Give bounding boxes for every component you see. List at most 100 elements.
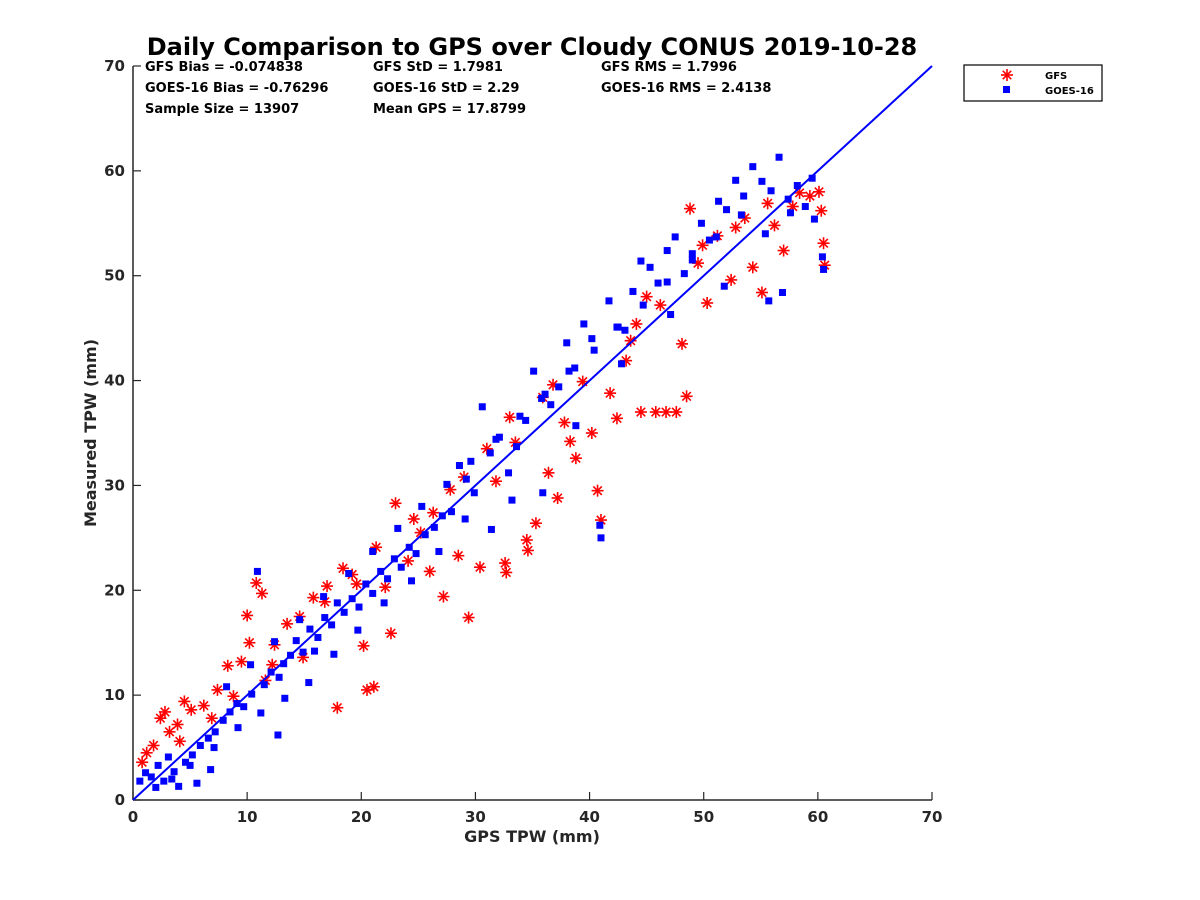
legend-gfs-marker — [1001, 69, 1013, 81]
gfs-point — [654, 299, 667, 312]
goes16-point — [808, 174, 816, 182]
gfs-point — [670, 406, 683, 419]
goes16-point — [732, 176, 740, 184]
gfs-point — [307, 591, 320, 604]
gfs-point — [499, 557, 512, 570]
goes16-point — [538, 394, 546, 402]
gfs-point — [660, 406, 673, 419]
chart-title: Daily Comparison to GPS over Cloudy CONU… — [147, 33, 918, 61]
stat-gfs-bias: GFS Bias = -0.074838 — [145, 60, 303, 75]
goes16-point — [210, 744, 218, 752]
goes16-point — [340, 608, 348, 616]
x-ticks: 0 10 20 30 40 50 60 70 — [128, 792, 942, 826]
goes16-point — [147, 773, 155, 781]
goes16-point — [597, 534, 605, 542]
gfs-point — [407, 512, 420, 525]
gfs-point — [777, 244, 790, 257]
goes16-point — [765, 297, 773, 305]
gfs-point — [680, 390, 693, 403]
gfs-point — [591, 484, 604, 497]
gfs-point — [384, 627, 397, 640]
goes16-point — [281, 694, 289, 702]
goes16-point — [715, 197, 723, 205]
goes16-point — [530, 367, 538, 375]
goes16-point — [563, 339, 571, 347]
goes16-point — [182, 758, 190, 766]
gfs-point — [250, 576, 263, 589]
goes16-point — [397, 563, 405, 571]
y-axis-label: Measured TPW (mm) — [81, 339, 100, 527]
gfs-point — [178, 695, 191, 708]
gfs-point — [171, 718, 184, 731]
stat-gfs-std: GFS StD = 1.7981 — [373, 60, 503, 75]
goes16-point — [305, 679, 313, 687]
goes16-point — [443, 480, 451, 488]
goes16-point — [204, 734, 212, 742]
gfs-point — [389, 497, 402, 510]
goes16-point — [705, 236, 713, 244]
gfs-point — [500, 566, 513, 579]
goes16-point — [801, 203, 809, 211]
gfs-point — [154, 712, 167, 725]
goes16-point — [455, 462, 463, 470]
gfs-point — [585, 427, 598, 439]
goes16-point — [720, 282, 728, 290]
goes16-point — [461, 515, 469, 523]
goes16-point — [253, 567, 261, 575]
goes16-point — [354, 626, 362, 634]
gfs-point — [489, 475, 502, 488]
gfs-point — [676, 337, 689, 350]
y-tick-label: 40 — [104, 372, 125, 390]
y-tick-label: 60 — [104, 162, 125, 180]
goes16-point — [160, 777, 168, 785]
goes16-point — [596, 521, 604, 529]
series-goes16 — [136, 153, 828, 791]
goes16-point — [168, 775, 176, 783]
y-tick-label: 50 — [104, 267, 125, 285]
goes16-point — [712, 233, 720, 241]
goes16-point — [697, 219, 705, 227]
gfs-point — [473, 561, 486, 574]
gfs-point — [812, 185, 825, 198]
goes16-point — [369, 589, 377, 597]
goes16-point — [565, 367, 573, 375]
goes16-point — [671, 233, 679, 241]
goes16-point — [247, 661, 255, 669]
x-tick-label: 50 — [693, 808, 714, 826]
goes16-point — [219, 716, 227, 724]
gfs-point — [725, 273, 738, 286]
goes16-point — [778, 288, 786, 296]
goes16-point — [749, 163, 757, 171]
gfs-point — [337, 562, 350, 575]
gfs-point — [221, 659, 234, 672]
goes16-point — [555, 383, 563, 391]
stat-goes-bias: GOES-16 Bias = -0.76296 — [145, 81, 328, 96]
goes16-point — [408, 577, 416, 585]
gfs-point — [350, 577, 363, 590]
goes16-point — [572, 422, 580, 430]
goes16-point — [186, 761, 194, 769]
y-tick-label: 20 — [104, 581, 125, 599]
x-tick-label: 10 — [237, 808, 258, 826]
gfs-point — [520, 533, 533, 546]
goes16-point — [680, 270, 688, 278]
gfs-point — [437, 590, 450, 603]
gfs-point — [503, 411, 516, 424]
goes16-point — [758, 177, 766, 185]
goes16-point — [142, 769, 150, 777]
goes16-point — [394, 524, 402, 532]
goes16-point — [793, 182, 801, 190]
legend: GFS GOES-16 — [963, 64, 1103, 102]
gfs-point — [318, 595, 331, 608]
goes16-point — [688, 250, 696, 258]
goes16-point — [737, 211, 745, 219]
goes16-point — [818, 253, 826, 261]
gfs-point — [649, 406, 662, 419]
gfs-point — [569, 452, 582, 465]
legend-gfs-label: GFS — [1045, 71, 1067, 82]
gfs-point — [768, 219, 781, 232]
goes16-point — [328, 621, 336, 629]
gfs-point — [551, 492, 564, 505]
gfs-point — [241, 609, 254, 622]
stat-mean-gps: Mean GPS = 17.8799 — [373, 102, 526, 117]
